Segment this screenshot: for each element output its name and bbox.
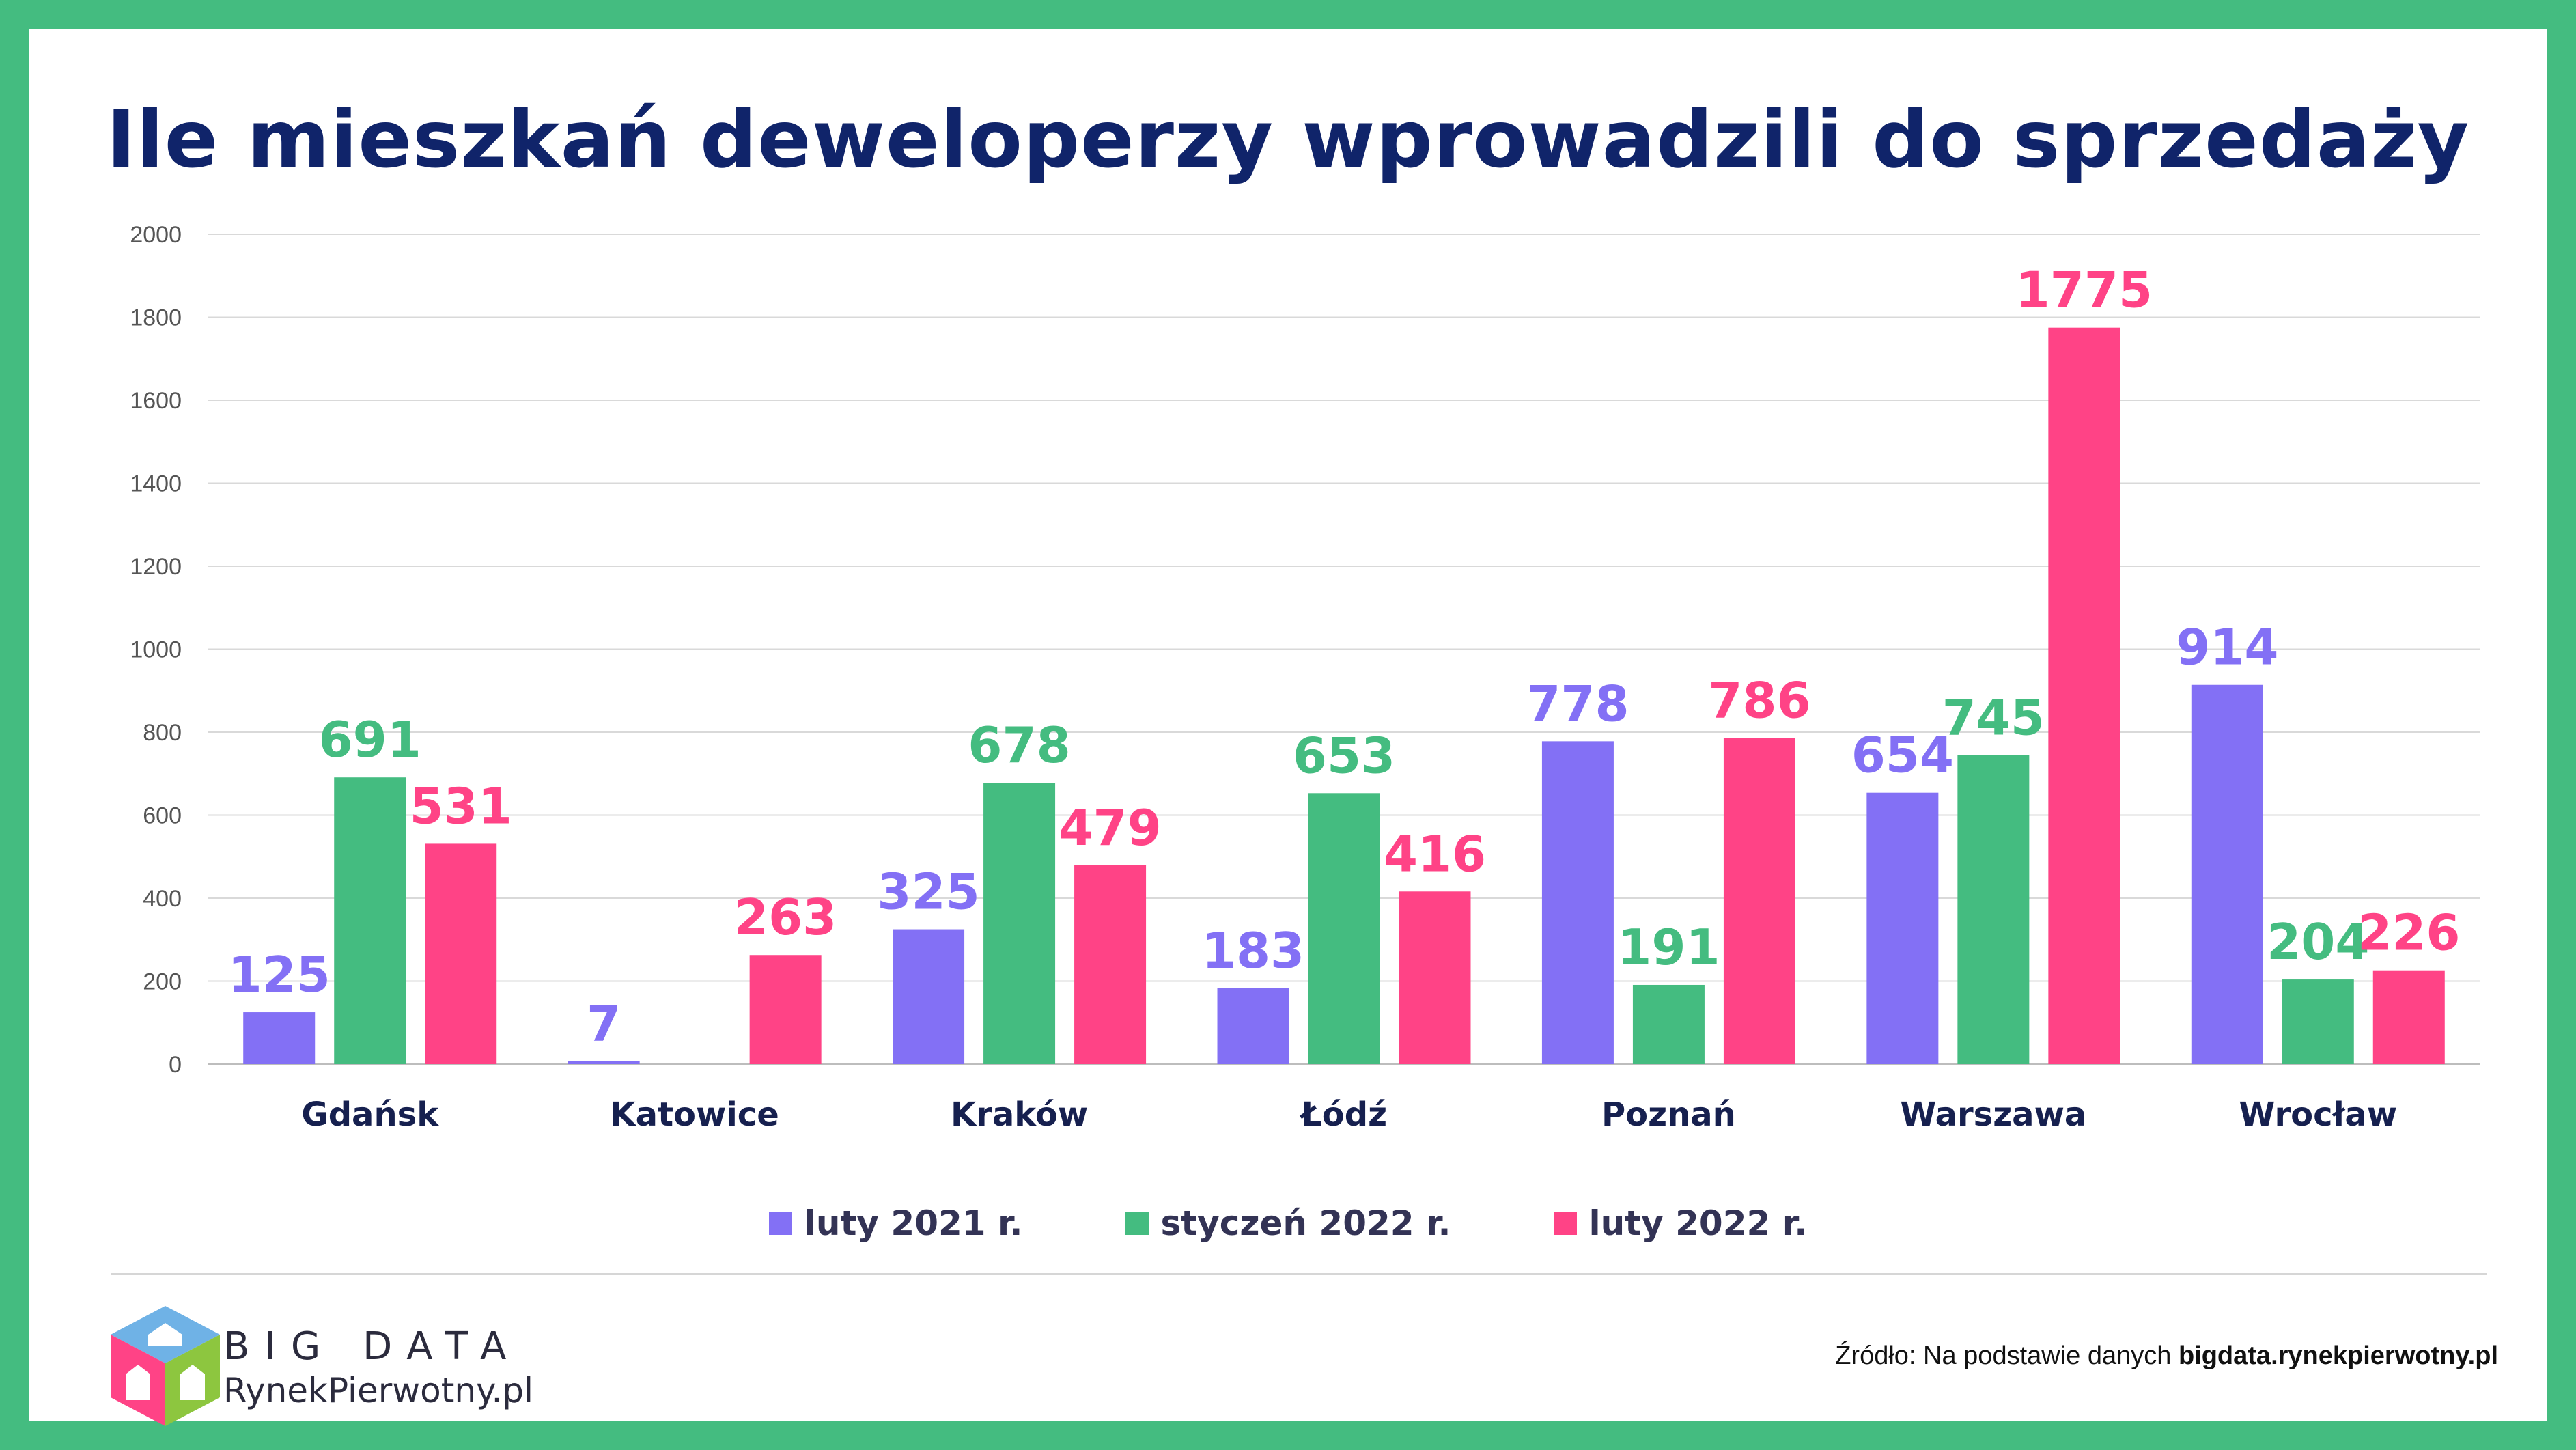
x-tick-label: Warszawa — [1900, 1096, 2086, 1134]
bar — [568, 1061, 640, 1064]
bar — [243, 1012, 316, 1064]
x-tick-label: Gdańsk — [301, 1096, 439, 1134]
bar — [334, 777, 406, 1064]
chart-panel: Ile mieszkań deweloperzy wprowadzili do … — [29, 29, 2547, 1426]
bar — [1217, 988, 1289, 1064]
x-tick-label: Katowice — [610, 1096, 779, 1134]
data-label: 786 — [1708, 672, 1810, 729]
legend-label: luty 2022 r. — [1588, 1203, 1808, 1243]
y-tick-label: 2000 — [130, 222, 182, 248]
y-tick-label: 1200 — [130, 554, 182, 580]
legend-swatch — [1125, 1212, 1149, 1235]
source-site: bigdata.rynekpierwotny.pl — [2178, 1341, 2498, 1370]
data-label: 125 — [228, 946, 331, 1003]
bar — [1632, 984, 1705, 1064]
x-tick-label: Łódź — [1299, 1096, 1387, 1134]
bar — [1957, 755, 2030, 1064]
bar — [749, 955, 822, 1064]
data-label: 325 — [877, 863, 979, 921]
legend-item: luty 2021 r. — [768, 1203, 1023, 1243]
source-note: Źródło: Na podstawie danych bigdata.ryne… — [1835, 1341, 2498, 1371]
data-label: 7 — [587, 995, 621, 1052]
y-tick-label: 400 — [143, 886, 182, 912]
legend-label: luty 2021 r. — [804, 1203, 1023, 1243]
bar — [893, 929, 965, 1064]
y-tick-label: 1400 — [130, 471, 182, 497]
bar — [425, 843, 497, 1064]
data-label: 778 — [1526, 675, 1629, 732]
bar — [1866, 792, 1939, 1064]
bar — [2282, 979, 2354, 1064]
x-tick-label: Wrocław — [2239, 1096, 2397, 1134]
data-label: 204 — [2267, 913, 2369, 971]
chart-legend: luty 2021 r. styczeń 2022 r. luty 2022 r. — [29, 1203, 2547, 1243]
footer-divider — [111, 1273, 2487, 1275]
bar — [1723, 738, 1795, 1064]
y-tick-label: 200 — [143, 969, 182, 995]
big-data-cube-logo-icon — [111, 1306, 220, 1426]
data-label: 226 — [2357, 904, 2460, 962]
y-tick-label: 600 — [143, 803, 182, 829]
legend-item: luty 2022 r. — [1553, 1203, 1808, 1243]
chart-title: Ile mieszkań deweloperzy wprowadzili do … — [106, 94, 2470, 186]
data-label: 678 — [968, 716, 1070, 774]
legend-swatch — [1553, 1212, 1577, 1235]
data-label: 416 — [1384, 825, 1486, 882]
data-label: 653 — [1293, 727, 1395, 784]
bar — [983, 783, 1056, 1064]
bar — [2191, 684, 2263, 1064]
source-prefix: Źródło: Na podstawie danych — [1835, 1341, 2179, 1370]
bar — [1074, 865, 1147, 1064]
bar — [2048, 327, 2120, 1064]
bar — [2372, 970, 2445, 1064]
data-label: 479 — [1059, 799, 1161, 856]
legend-item: styczeń 2022 r. — [1125, 1203, 1451, 1243]
y-tick-label: 800 — [143, 720, 182, 746]
data-label: 531 — [410, 777, 512, 835]
brand-site: RynekPierwotny.pl — [223, 1371, 534, 1410]
legend-swatch — [768, 1212, 792, 1235]
data-label: 263 — [734, 889, 837, 946]
y-tick-label: 1000 — [130, 637, 182, 663]
data-label: 914 — [2176, 619, 2278, 676]
data-label: 183 — [1202, 922, 1304, 979]
data-label: 1775 — [2016, 262, 2153, 319]
x-tick-label: Kraków — [951, 1096, 1088, 1134]
y-tick-label: 0 — [169, 1052, 182, 1078]
x-tick-label: Poznań — [1601, 1096, 1736, 1134]
data-label: 654 — [1851, 727, 1954, 784]
data-label: 745 — [1942, 688, 2045, 746]
data-label: 191 — [1617, 919, 1720, 976]
bar — [1308, 793, 1380, 1064]
data-label: 691 — [319, 711, 421, 768]
legend-label: styczeń 2022 r. — [1160, 1203, 1451, 1243]
y-tick-label: 1600 — [130, 388, 182, 414]
y-tick-label: 1800 — [130, 305, 182, 331]
bar — [1399, 891, 1471, 1064]
bar — [1541, 741, 1614, 1064]
bar-chart: 0 200 400 600 800 1000 1200 1400 1600 1800 2000 125… — [130, 222, 2480, 1134]
brand-name: BIG DATA — [223, 1324, 522, 1369]
